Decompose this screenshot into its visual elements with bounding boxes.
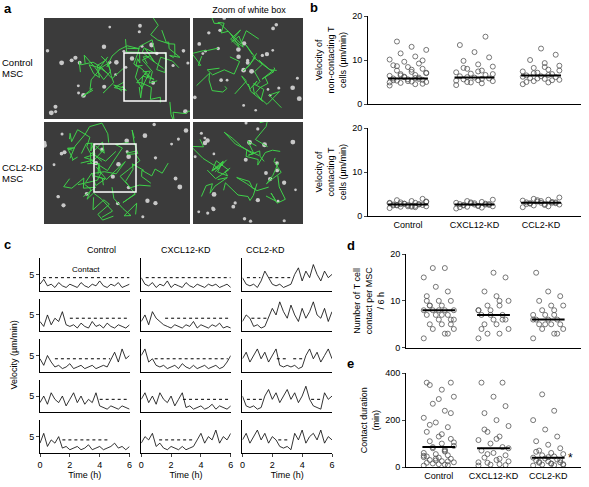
svg-text:Control: Control [87, 245, 116, 255]
svg-text:400: 400 [385, 368, 400, 378]
svg-text:CXCL12-KD: CXCL12-KD [450, 220, 500, 230]
svg-text:4: 4 [300, 460, 305, 470]
svg-text:Control: Control [393, 220, 422, 230]
svg-text:0: 0 [37, 460, 42, 470]
svg-text:5: 5 [29, 432, 34, 442]
svg-text:CCL2-KD: CCL2-KD [529, 471, 568, 481]
html-text:d: d [347, 238, 355, 253]
svg-text:0: 0 [357, 99, 362, 109]
svg-text:0: 0 [139, 460, 144, 470]
svg-text:Control: Control [2, 57, 33, 68]
svg-text:10: 10 [352, 55, 362, 65]
svg-text:5: 5 [29, 391, 34, 401]
svg-text:a: a [4, 1, 12, 16]
svg-text:CCL2-KD: CCL2-KD [2, 162, 43, 173]
svg-text:6: 6 [127, 460, 132, 470]
svg-text:20: 20 [352, 123, 362, 133]
svg-text:5: 5 [29, 310, 34, 320]
svg-text:0: 0 [240, 460, 245, 470]
svg-text:MSC: MSC [2, 68, 23, 79]
svg-text:Contact: Contact [72, 265, 100, 274]
svg-text:10: 10 [352, 167, 362, 177]
html-text:b: b [310, 0, 318, 15]
svg-text:20: 20 [390, 249, 400, 259]
svg-text:20: 20 [352, 11, 362, 21]
svg-text:Time (h): Time (h) [169, 470, 202, 480]
svg-text:2: 2 [270, 460, 275, 470]
svg-text:0: 0 [395, 462, 400, 472]
svg-text:Zoom of white box: Zoom of white box [212, 5, 286, 15]
svg-text:MSC: MSC [2, 173, 23, 184]
html-text:e: e [347, 356, 355, 371]
svg-text:2: 2 [169, 460, 174, 470]
svg-text:Velocity (µm/min): Velocity (µm/min) [9, 320, 19, 389]
svg-text:CCL2-KD: CCL2-KD [522, 220, 561, 230]
svg-text:5: 5 [29, 351, 34, 361]
svg-text:Time (h): Time (h) [68, 470, 101, 480]
html-text:c: c [4, 237, 12, 252]
svg-text:CXCL12-KD: CXCL12-KD [161, 245, 211, 255]
svg-text:Velocity ofnon-contacting Tcel: Velocity ofnon-contacting Tcells (µm/min… [314, 26, 347, 93]
svg-text:4: 4 [97, 460, 102, 470]
svg-text:Time (h): Time (h) [271, 470, 304, 480]
svg-text:Control: Control [424, 471, 453, 481]
svg-text:Number of T cellcontact per MS: Number of T cellcontact per MSC/ 6 h [352, 267, 385, 335]
svg-text:0: 0 [395, 343, 400, 353]
svg-text:4: 4 [198, 460, 203, 470]
svg-text:Contact duration(min): Contact duration(min) [359, 387, 381, 453]
svg-text:0: 0 [357, 211, 362, 221]
svg-text:*: * [568, 451, 573, 465]
svg-text:10: 10 [390, 296, 400, 306]
svg-text:CXCL12-KD: CXCL12-KD [469, 471, 519, 481]
svg-text:2: 2 [67, 460, 72, 470]
svg-text:200: 200 [385, 415, 400, 425]
svg-text:CCL2-KD: CCL2-KD [246, 245, 285, 255]
svg-text:6: 6 [329, 460, 334, 470]
svg-text:Velocity ofcontacting Tcells (: Velocity ofcontacting Tcells (µm/min) [314, 144, 347, 200]
svg-text:5: 5 [29, 270, 34, 280]
svg-text:6: 6 [228, 460, 233, 470]
